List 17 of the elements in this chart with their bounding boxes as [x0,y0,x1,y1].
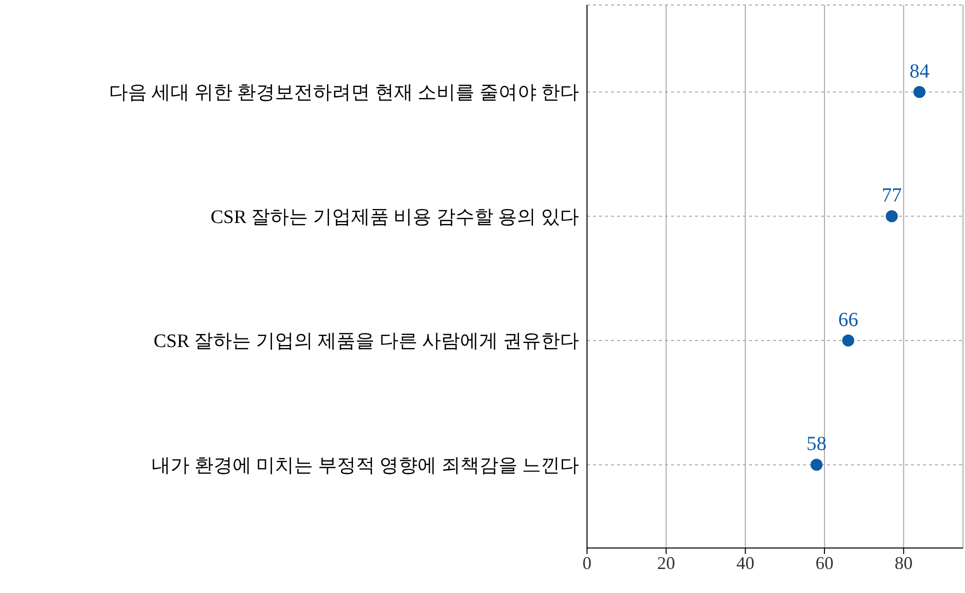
y-tick-label: CSR 잘하는 기업제품 비용 감수할 용의 있다 [210,206,579,228]
x-tick-label: 20 [657,552,676,573]
x-tick-label: 0 [582,552,592,573]
data-label: 77 [882,184,902,207]
x-tick-label: 60 [815,552,834,573]
data-label: 58 [806,433,827,456]
y-tick-label: CSR 잘하는 기업의 제품을 다른 사람에게 권유한다 [154,331,579,352]
y-tick-label: 내가 환경에 미치는 부정적 영향에 죄책감을 느낀다 [152,455,579,476]
point [913,86,926,98]
point [886,210,898,222]
data-label: 84 [909,60,930,82]
point [842,334,854,346]
point [810,458,823,471]
x-tick-label: 80 [894,552,913,573]
data-label: 66 [838,308,858,331]
y-tick-label: 다음 세대 위한 환경보전하려면 현재 소비를 줄여야 한다 [108,82,579,104]
x-tick-label: 40 [736,552,754,573]
